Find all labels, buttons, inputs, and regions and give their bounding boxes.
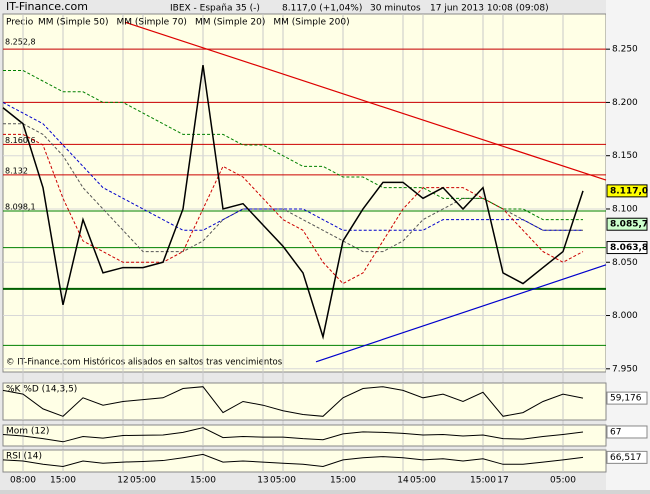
- level-label: 8.160,6: [5, 136, 36, 145]
- y-tick-label: 8.050: [612, 258, 638, 268]
- y-tick-label: 7.950: [612, 364, 638, 374]
- price-box-label: 8.063,8: [610, 243, 648, 253]
- indicator-value-box: [606, 391, 648, 405]
- level-label: 8.132: [5, 166, 28, 175]
- indicator-name: RSI (14): [6, 452, 42, 462]
- moving-average: [3, 133, 584, 285]
- price-line: [2, 65, 584, 340]
- indicator-panel: [2, 424, 607, 447]
- x-tick-label: 15:00: [190, 476, 216, 486]
- trendline: [124, 21, 607, 181]
- level-label: 8.252,8: [5, 38, 36, 47]
- y-tick-label: 8.200: [612, 98, 638, 108]
- y-tick-label: 8.000: [612, 311, 638, 321]
- indicator-line: [2, 386, 584, 417]
- y-tick-label: 8.250: [612, 45, 638, 55]
- legend-entry: MM (Simple 70): [116, 18, 186, 28]
- price-box: [606, 184, 648, 198]
- indicator-line: [2, 453, 584, 468]
- y-tick-label: 8.150: [612, 151, 638, 161]
- indicator-value: 59,176: [610, 394, 642, 404]
- legend-entry: Precio: [6, 18, 34, 28]
- price-box: [606, 241, 648, 255]
- indicator-value: 67: [610, 427, 621, 437]
- price-box-label: 8.117,0: [610, 186, 648, 196]
- header: 30 minutos: [370, 4, 421, 14]
- moving-average: [2, 101, 583, 231]
- legend-entry: MM (Simple 50): [38, 18, 108, 28]
- header: IBEX - España 35 (-): [170, 4, 260, 14]
- x-tick-label: 05:00: [550, 476, 576, 486]
- x-tick-label: 14: [397, 476, 409, 486]
- indicator-name: Mom (12): [6, 427, 49, 437]
- x-tick-label: 05:00: [410, 476, 436, 486]
- main-panel: [2, 13, 607, 373]
- header: 8.117,0 (+1,04%): [282, 4, 362, 14]
- price-box: [606, 217, 648, 231]
- indicator-panel: [2, 382, 607, 421]
- indicator-name: %K %D (14,3,5): [6, 385, 77, 395]
- y-tick-label: 8.100: [612, 204, 638, 214]
- level-label: 8.098,1: [5, 203, 36, 212]
- x-tick-label: 15:00: [330, 476, 356, 486]
- header: 17 jun 2013 10:08 (09:08): [430, 4, 549, 14]
- footnote: © IT-Finance.com Históricos alisados en …: [6, 357, 283, 368]
- x-tick-label: 05:00: [130, 476, 156, 486]
- x-tick-label: 15:00: [470, 476, 496, 486]
- x-tick-label: 13: [257, 476, 268, 486]
- x-tick-label: 15:00: [50, 476, 76, 486]
- x-tick-label: 17: [497, 476, 508, 486]
- brand: IT-Finance.com: [6, 0, 88, 13]
- indicator-panel: [2, 449, 607, 473]
- legend-entry: MM (Simple 20): [195, 18, 265, 28]
- x-tick-label: 08:00: [10, 476, 36, 486]
- x-tick-label: 05:00: [270, 476, 296, 486]
- trendline: [315, 264, 607, 363]
- indicator-value-box: [606, 425, 648, 439]
- indicator-line: [2, 427, 584, 443]
- indicator-value-box: [606, 450, 648, 464]
- legend-entry: MM (Simple 200): [273, 18, 349, 28]
- price-box-label: 8.085,7: [610, 220, 648, 230]
- x-tick-label: 12: [117, 476, 128, 486]
- indicator-value: 66,517: [610, 453, 642, 463]
